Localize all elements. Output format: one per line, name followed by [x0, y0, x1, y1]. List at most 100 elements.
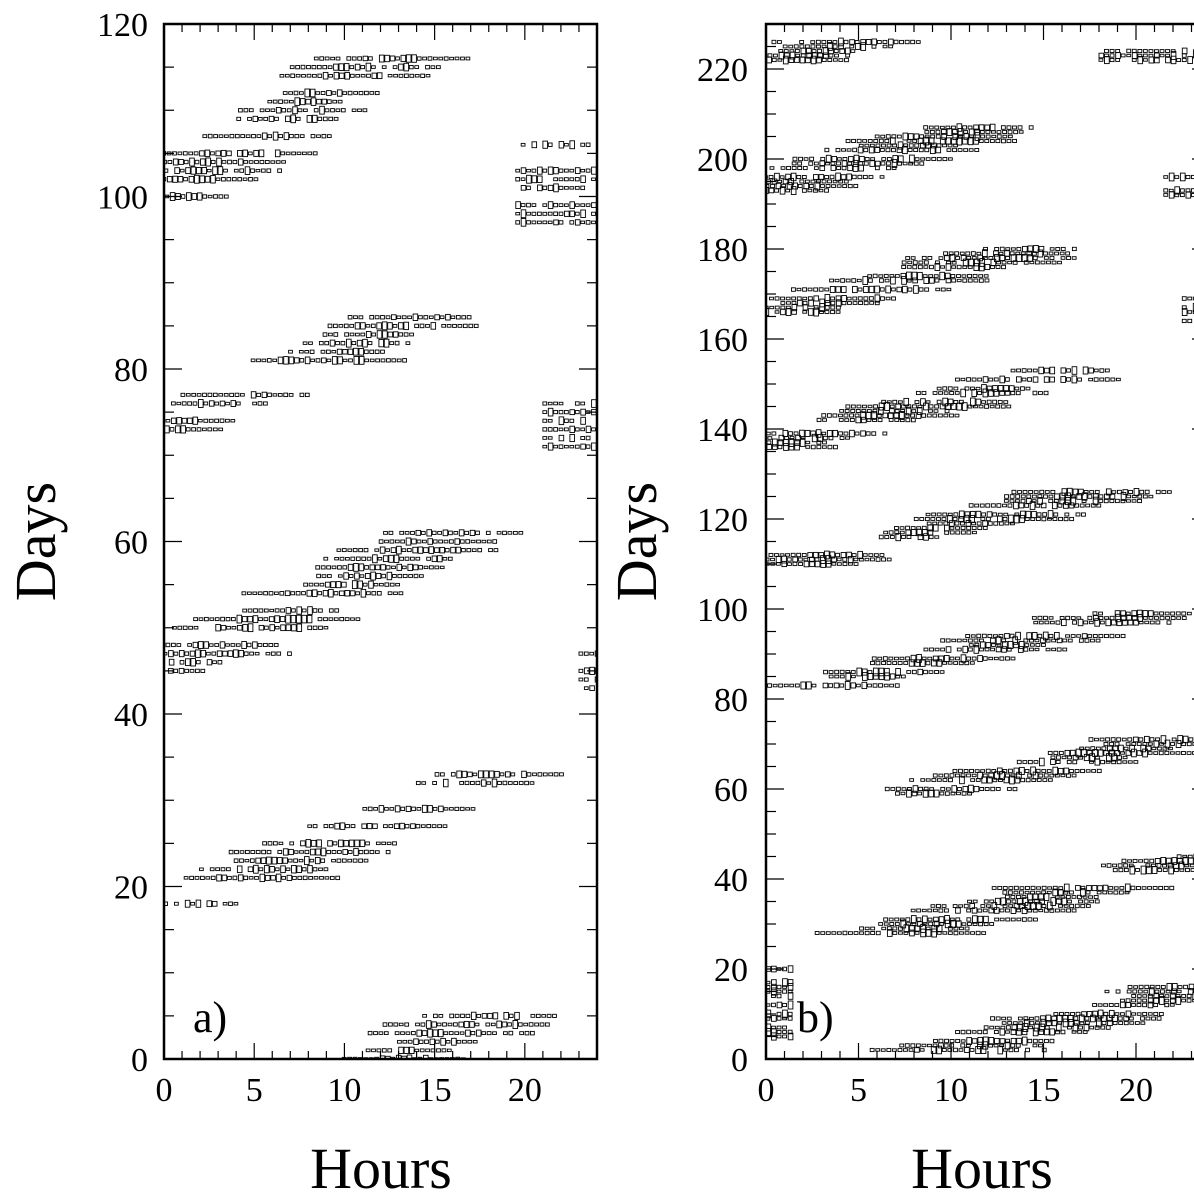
activity-cell: [886, 157, 892, 162]
activity-cell: [869, 301, 875, 305]
activity-cell: [1149, 984, 1155, 990]
activity-cell: [993, 389, 1000, 397]
activity-cell: [231, 617, 236, 622]
activity-cell: [430, 65, 436, 69]
activity-cell: [867, 670, 873, 674]
activity-cell: [193, 617, 198, 622]
activity-cell: [1185, 867, 1190, 873]
activity-cell: [189, 668, 195, 673]
activity-cell: [326, 99, 332, 104]
activity-cell: [452, 323, 457, 328]
activity-cell: [1077, 894, 1082, 900]
activity-cell: [330, 108, 335, 113]
activity-cell: [285, 624, 292, 632]
activity-cell: [1170, 51, 1177, 60]
activity-cell: [999, 917, 1005, 922]
activity-cell: [1044, 620, 1050, 625]
activity-cell: [1137, 494, 1143, 499]
activity-cell: [250, 168, 255, 173]
activity-cell: [301, 867, 307, 872]
activity-cell: [941, 133, 947, 140]
activity-cell: [175, 425, 181, 434]
activity-cell: [984, 787, 990, 791]
activity-cell: [125, 669, 129, 672]
activity-cell: [210, 875, 216, 880]
activity-cell: [1033, 760, 1039, 764]
activity-cell: [974, 503, 980, 508]
activity-cell: [468, 323, 474, 329]
activity-cell: [801, 175, 807, 179]
activity-cell: [1165, 616, 1170, 620]
activity-cell: [1099, 737, 1105, 742]
activity-cell: [953, 400, 959, 404]
activity-cell: [594, 650, 597, 657]
activity-cell: [1069, 769, 1074, 773]
activity-cell: [922, 915, 928, 924]
activity-cell: [1145, 863, 1151, 868]
activity-cell: [337, 574, 343, 578]
activity-cell: [879, 278, 884, 283]
activity-cell: [526, 772, 532, 777]
activity-cell: [853, 557, 859, 562]
activity-cell: [901, 787, 907, 791]
activity-cell: [730, 189, 734, 192]
activity-cell: [183, 876, 189, 880]
activity-cell: [708, 189, 712, 192]
activity-cell: [354, 839, 360, 848]
activity-cell: [922, 274, 928, 278]
activity-cell: [1109, 53, 1115, 58]
activity-cell: [977, 1036, 984, 1045]
activity-cell: [212, 660, 217, 665]
activity-cell: [301, 74, 306, 78]
activity-cell: [760, 558, 764, 560]
activity-cell: [280, 608, 285, 613]
activity-cell: [328, 74, 333, 78]
activity-cell: [1027, 245, 1034, 253]
activity-cell: [805, 445, 811, 449]
activity-cell: [824, 305, 830, 310]
activity-cell: [239, 858, 244, 863]
activity-cell: [807, 188, 813, 193]
activity-cell: [542, 401, 548, 406]
activity-cell: [783, 438, 789, 447]
activity-cell: [1108, 1003, 1114, 1007]
activity-cell: [401, 548, 407, 552]
activity-cell: [960, 255, 967, 261]
activity-cell: [774, 310, 780, 314]
activity-cell: [477, 547, 483, 553]
activity-cell: [209, 617, 215, 621]
activity-cell: [547, 220, 553, 225]
activity-cell: [293, 858, 298, 863]
activity-cell: [437, 824, 442, 829]
activity-cell: [936, 778, 942, 782]
activity-cell: [460, 56, 465, 61]
activity-cell: [1052, 517, 1058, 521]
activity-cell: [898, 155, 904, 163]
activity-cell: [747, 189, 751, 192]
activity-cell: [564, 444, 569, 449]
activity-cell: [1013, 903, 1020, 909]
activity-cell: [237, 874, 244, 882]
activity-cell: [917, 264, 923, 270]
activity-cell: [994, 897, 1001, 906]
activity-cell: [569, 409, 575, 416]
activity-cell: [254, 160, 259, 164]
activity-cell: [875, 143, 881, 148]
activity-cell: [865, 39, 872, 45]
activity-cell: [1104, 53, 1109, 58]
activity-cell: [966, 656, 971, 661]
activity-cell: [1041, 769, 1047, 773]
activity-cell: [1103, 741, 1109, 747]
activity-cell: [341, 858, 347, 863]
activity-cell: [986, 385, 993, 392]
activity-cell: [891, 296, 896, 301]
activity-cell: [817, 433, 824, 442]
data-cells: [125, 54, 597, 1059]
activity-cell: [857, 550, 863, 560]
activity-cell: [761, 180, 765, 184]
activity-cell: [1010, 521, 1015, 526]
activity-cell: [1158, 750, 1164, 756]
activity-cell: [1140, 1016, 1145, 1021]
activity-cell: [1048, 251, 1054, 256]
